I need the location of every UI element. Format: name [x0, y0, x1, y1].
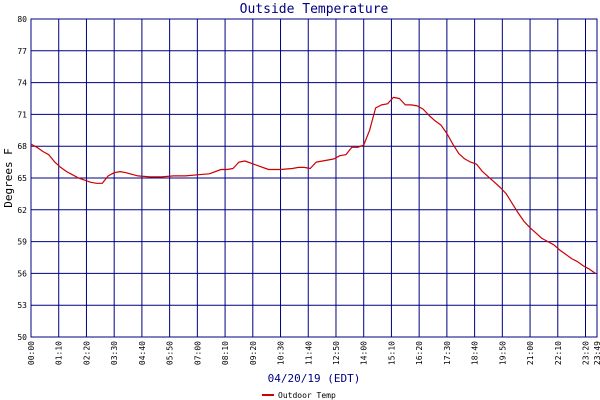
- y-tick-label: 71: [17, 110, 27, 119]
- y-axis-label: Degrees F: [2, 148, 15, 208]
- x-tick-label: 23:49: [593, 341, 600, 365]
- series-layer: [30, 96, 596, 274]
- x-tick-label: 07:00: [193, 341, 202, 365]
- x-tick-label: 03:30: [110, 341, 119, 365]
- x-tick-label: 11:40: [304, 341, 313, 365]
- y-tick-label: 53: [17, 301, 27, 310]
- y-tick-label: 62: [17, 206, 27, 215]
- x-tick-label: 10:30: [277, 341, 286, 365]
- x-tick-label: 02:20: [82, 341, 91, 365]
- x-tick-label: 23:20: [582, 341, 591, 365]
- x-tick-label: 14:00: [360, 341, 369, 365]
- x-tick-label: 00:00: [27, 341, 36, 365]
- x-tick-labels: 00:00 01:10 02:20 03:30 04:40 05:50 07:00 08:10…: [27, 341, 600, 365]
- y-tick-label: 80: [17, 15, 27, 24]
- x-tick-label: 12:50: [332, 341, 341, 365]
- x-tick-label: 16:20: [415, 341, 424, 365]
- x-tick-label: 08:10: [221, 341, 230, 365]
- x-tick-label: 04:40: [138, 341, 147, 365]
- y-tick-label: 65: [17, 174, 27, 183]
- y-tick-label: 77: [17, 47, 27, 56]
- grid-lines: [31, 18, 597, 338]
- x-tick-label: 19:50: [498, 341, 507, 365]
- x-tick-label: 21:00: [526, 341, 535, 365]
- chart-title: Outside Temperature: [240, 2, 389, 17]
- y-tick-label: 59: [17, 238, 27, 247]
- series-line-outdoor-temp: [30, 96, 596, 274]
- legend-label-outdoor-temp: Outdoor Temp: [278, 391, 336, 400]
- x-tick-label: 09:20: [249, 341, 258, 365]
- y-tick-label: 74: [17, 79, 27, 88]
- x-tick-label: 18:40: [471, 341, 480, 365]
- x-tick-label: 15:10: [387, 341, 396, 365]
- x-tick-label: 22:10: [554, 341, 563, 365]
- x-tick-label: 17:30: [443, 341, 452, 365]
- y-tick-label: 68: [17, 142, 27, 151]
- x-axis-label: 04/20/19 (EDT): [268, 372, 361, 385]
- y-tick-label: 56: [17, 269, 27, 278]
- y-tick-labels: 50 53 56 59 62 65 68 71 74 77 80: [17, 15, 27, 342]
- y-tick-label: 50: [17, 333, 27, 342]
- legend: Outdoor Temp: [262, 391, 336, 400]
- x-tick-label: 01:10: [55, 341, 64, 365]
- x-tick-label: 05:50: [166, 341, 175, 365]
